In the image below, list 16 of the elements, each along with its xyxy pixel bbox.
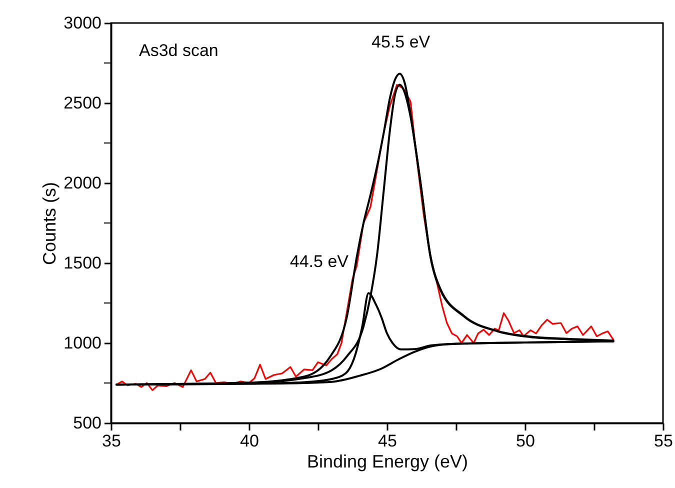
x-tick-label: 55 — [654, 432, 673, 450]
annotation: 45.5 eV — [371, 32, 431, 52]
y-tick-label: 2000 — [64, 174, 102, 192]
annotation: 44.5 eV — [290, 252, 350, 272]
x-tick-label: 40 — [240, 432, 259, 450]
y-axis-title: Counts (s) — [40, 182, 60, 266]
y-tick-label: 1500 — [64, 254, 102, 272]
x-tick-label: 45 — [378, 432, 397, 450]
y-tick-label: 1000 — [64, 334, 102, 352]
x-tick-label: 35 — [102, 432, 121, 450]
y-tick-label: 3000 — [64, 14, 102, 32]
y-tick-label: 2500 — [64, 94, 102, 112]
x-tick-label: 50 — [516, 432, 535, 450]
annotation: As3d scan — [139, 41, 218, 60]
x-axis-title: Binding Energy (eV) — [306, 452, 468, 472]
y-tick-label: 500 — [73, 414, 102, 432]
